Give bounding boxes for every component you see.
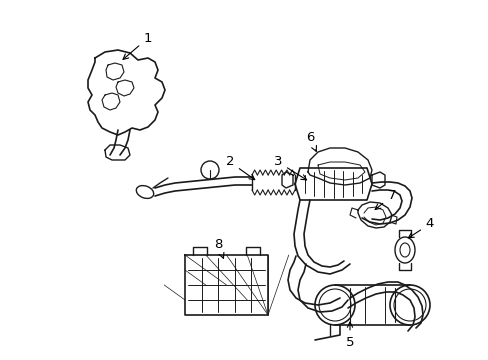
- Text: 7: 7: [374, 189, 395, 210]
- Text: 8: 8: [213, 238, 224, 258]
- Text: 2: 2: [225, 156, 254, 180]
- Text: 6: 6: [305, 131, 316, 151]
- Text: 5: 5: [345, 322, 353, 348]
- Text: 4: 4: [407, 217, 433, 238]
- Text: 1: 1: [123, 31, 152, 59]
- Text: 3: 3: [273, 156, 306, 180]
